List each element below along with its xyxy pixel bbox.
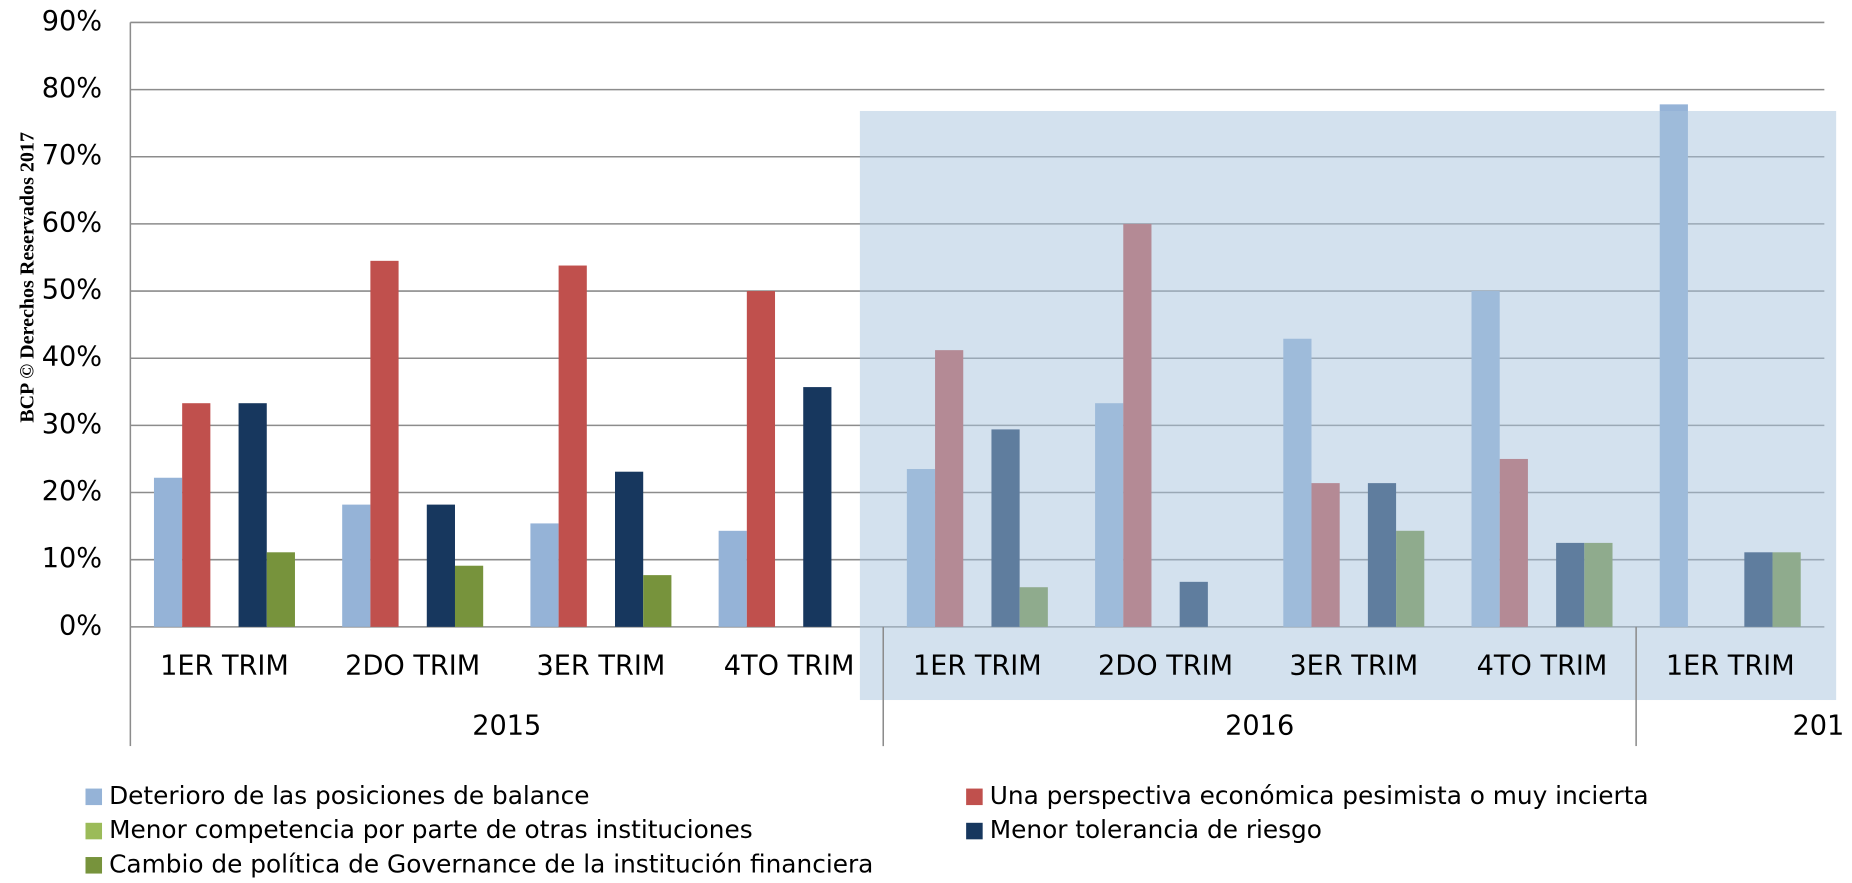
y-tick-label: 60% [42, 207, 102, 238]
bar [238, 403, 267, 627]
bar [643, 575, 672, 627]
legend-swatch [85, 788, 103, 806]
bar [558, 265, 587, 627]
y-tick-label: 20% [42, 476, 102, 507]
x-tick-label: 1ER TRIM [160, 650, 289, 681]
y-tick-label: 50% [42, 275, 102, 306]
bar [615, 471, 644, 627]
y-tick-label: 0% [59, 610, 102, 641]
x-group-label: 2016 [1225, 711, 1294, 742]
bar [530, 523, 559, 627]
y-tick-label: 80% [42, 73, 102, 104]
x-tick-label: 4TO TRIM [724, 650, 855, 681]
bar [426, 504, 455, 627]
x-tick-label: 3ER TRIM [1289, 650, 1418, 681]
legend-label: Una perspectiva económica pesimista o mu… [990, 781, 1649, 810]
highlight-region [859, 110, 1837, 701]
legend-swatch [966, 788, 983, 806]
y-tick-label: 10% [42, 543, 102, 574]
x-group-label: 201 [1792, 711, 1844, 742]
bar [342, 504, 371, 627]
x-group-label: 2015 [472, 711, 541, 742]
bar [746, 291, 776, 627]
bar [266, 552, 295, 627]
x-tick-label: 1ER TRIM [913, 650, 1042, 681]
legend-label: Cambio de política de Governance de la i… [109, 849, 873, 878]
legend-swatch [966, 822, 983, 840]
bar [803, 387, 832, 627]
legend-label: Menor competencia por parte de otras ins… [109, 815, 753, 844]
bar [718, 530, 747, 627]
side-annotation: BCP © Derechos Reservados 2017 [16, 132, 38, 423]
y-tick-label: 90% [42, 6, 102, 37]
bar [454, 565, 484, 627]
bar [182, 403, 211, 627]
y-tick-label: 30% [42, 409, 102, 440]
x-tick-label: 2DO TRIM [345, 650, 480, 681]
legend-swatch [85, 822, 103, 840]
y-tick-label: 70% [42, 140, 102, 171]
legend-label: Deterioro de las posiciones de balance [109, 781, 589, 810]
bar [370, 260, 399, 627]
bar [153, 477, 183, 627]
x-tick-label: 2DO TRIM [1098, 650, 1233, 681]
legend-label: Menor tolerancia de riesgo [990, 815, 1322, 844]
x-tick-label: 1ER TRIM [1666, 650, 1795, 681]
x-tick-label: 3ER TRIM [537, 650, 666, 681]
y-tick-label: 40% [42, 342, 102, 373]
x-tick-label: 4TO TRIM [1477, 650, 1608, 681]
legend-swatch [85, 857, 103, 874]
